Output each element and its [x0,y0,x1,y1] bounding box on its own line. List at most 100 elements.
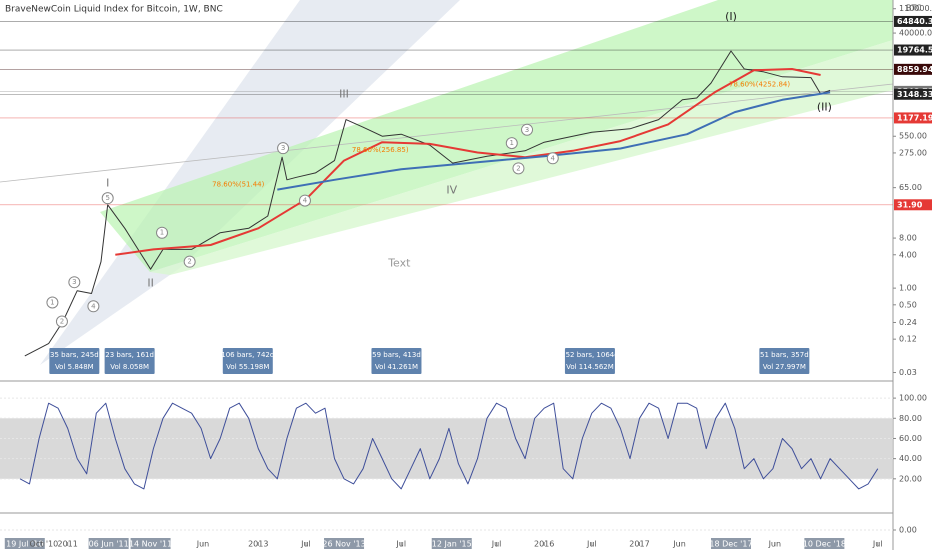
chart-title: BraveNewCoin Liquid Index for Bitcoin, 1… [5,5,223,15]
annotation-circle [505,137,518,150]
annotation: 4 [303,197,308,205]
annotation-circle [68,276,81,289]
price-badge-label: 1177.19 [897,113,932,122]
x-tick-label: 10 Dec '18 [803,540,846,549]
x-tick-label: Jun [768,540,782,549]
range-box [371,348,422,374]
x-tick-label: Jul [586,540,597,549]
annotation: 2 [516,164,520,172]
annotation: 2 [187,258,191,266]
annotation-circle [55,315,68,328]
price-badge-label: 31.90 [897,200,923,209]
annotation: I [106,176,109,189]
x-tick-label: 14 Nov '11 [129,540,172,549]
tick-box [4,538,45,549]
range-box [104,348,155,374]
y-tick-label: 80.00 [899,414,922,423]
series-line [24,50,831,357]
x-tick-label: Jul [491,540,502,549]
x-tick-label: Jun [672,540,686,549]
annotation: 1 [160,229,164,237]
price-badge [894,15,932,27]
y-tick-label: 0.24 [899,318,917,327]
y-tick-label: 110000.00 [899,4,932,13]
annotation: IV [446,183,457,196]
x-tick-label: Jun [196,540,210,549]
series-line [277,91,831,191]
annotation: Text [387,256,411,269]
price-badge-label: 8859.94 [897,65,932,74]
annotation: (II) [817,101,832,114]
range-box-label: Vol 27.997M [763,363,806,371]
price-badge-label: 64840.36 [897,17,932,26]
x-tick-label: 12 Jan '15 [432,540,472,549]
range-box-label: Vol 41.261M [375,363,418,371]
annotation: 1 [510,139,514,147]
x-tick-label: 06 Jun '11 [89,540,129,549]
y-tick-label: 8.00 [899,234,917,243]
y-tick-label: 40.00 [899,454,922,463]
price-badge [894,44,932,56]
series-line [115,68,821,256]
y-tick-label: 40000.00 [899,29,932,38]
axis-label: BTC [906,4,922,13]
y-tick-label: 0.03 [899,368,917,377]
annotation-circle [277,142,290,155]
annotation-circle [156,226,169,239]
annotation: 78.60%(51.44) [212,181,264,189]
x-tick-label: Jul [395,540,406,549]
price-badge [894,199,932,211]
annotation-circle [46,296,59,309]
annotation: 78.60%(4252.84) [729,81,790,89]
range-box-label: 23 bars, 161d [105,351,154,359]
annotation: II [147,277,154,290]
y-tick-label: 550.00 [899,132,927,141]
annotation-circle [183,255,196,268]
annotation: 78.60%(256.85) [352,146,409,154]
tick-box [130,538,171,549]
series-line [19,402,879,490]
y-tick-label: 0.00 [899,526,917,535]
x-tick-label: Jul [300,540,311,549]
y-tick-label: 60.00 [899,434,922,443]
annotation-circle [298,194,311,207]
range-box [49,348,100,374]
trend-line [0,83,894,183]
range-box-label: 106 bars, 742d [221,351,274,359]
annotation: III [339,88,349,101]
range-box-label: 35 bars, 245d [50,351,99,359]
x-tick-label: Oct '10 [29,540,58,549]
price-badge-label: 19764.51 [897,46,932,55]
x-tick-label: 2011 [57,540,77,549]
price-badge [894,112,932,124]
x-tick-label: Jul [872,540,883,549]
annotation-circle [521,123,534,136]
annotation-circle [101,192,114,205]
annotation: 3 [281,144,285,152]
x-tick-label: 19 Jul '10 [6,540,43,549]
range-box-label: Vol 8.058M [110,363,149,371]
annotation: (I) [725,10,737,23]
range-box-label: Vol 5.848M [55,363,94,371]
annotation-circle [512,162,525,175]
y-tick-label: 65.00 [899,183,922,192]
x-tick-label: 2016 [534,540,554,549]
y-tick-label: 4.00 [899,250,917,259]
tick-box [324,538,365,549]
range-box-label: 59 bars, 413d [372,351,421,359]
annotation-circle [546,152,559,165]
range-box [222,348,273,374]
range-box-label: Vol 55.198M [226,363,269,371]
annotation: 1 [50,299,54,307]
annotation: 2 [60,317,64,325]
annotation: 4 [551,154,556,162]
price-badge [894,63,932,75]
y-tick-label: 1.00 [899,284,917,293]
tick-box [431,538,472,549]
annotation: 3 [525,126,529,134]
x-tick-label: 26 Nov '13 [322,540,365,549]
annotation-circle [87,300,100,313]
y-tick-label: 0.50 [899,300,917,309]
y-tick-label: 0.12 [899,335,917,344]
